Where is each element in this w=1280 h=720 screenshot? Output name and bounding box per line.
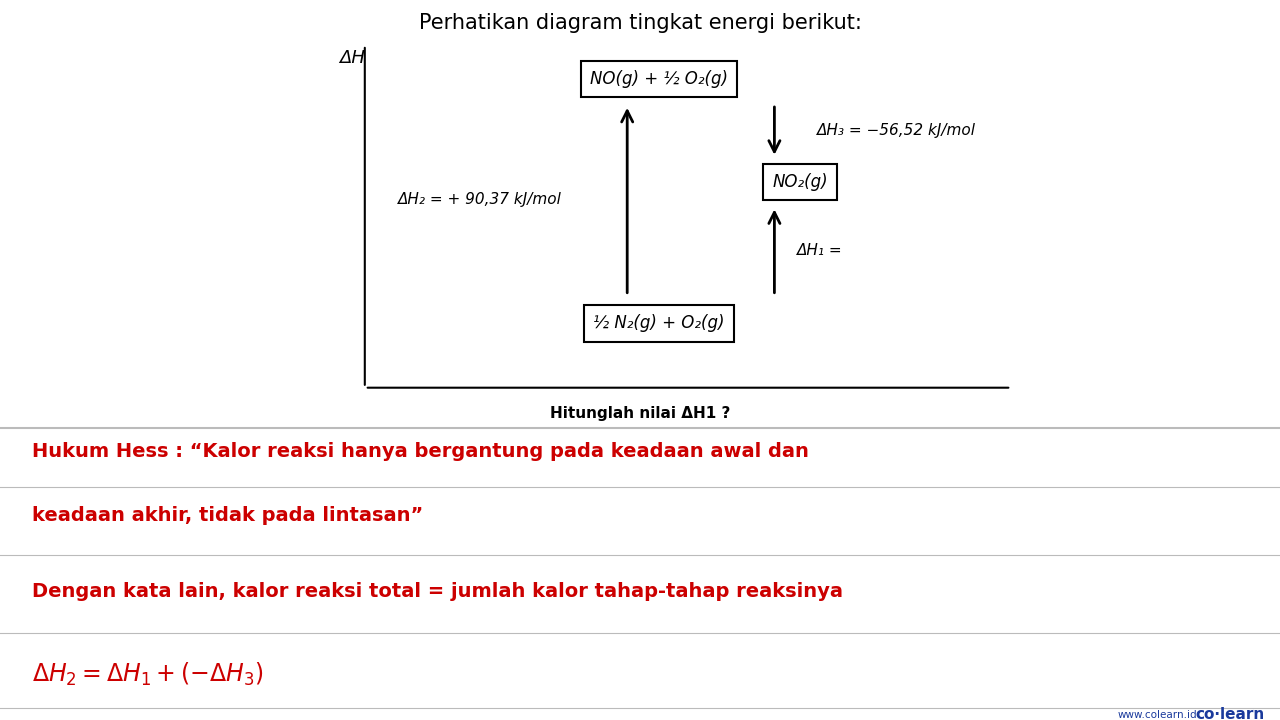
Text: co·learn: co·learn xyxy=(1196,707,1265,720)
Text: www.colearn.id: www.colearn.id xyxy=(1117,710,1197,720)
Text: Hitunglah nilai ΔH1 ?: Hitunglah nilai ΔH1 ? xyxy=(550,406,730,421)
Text: ΔH: ΔH xyxy=(339,49,365,67)
Text: ½ N₂(g) + O₂(g): ½ N₂(g) + O₂(g) xyxy=(594,315,724,333)
Text: Dengan kata lain, kalor reaksi total = jumlah kalor tahap-tahap reaksinya: Dengan kata lain, kalor reaksi total = j… xyxy=(32,582,844,601)
Text: keadaan akhir, tidak pada lintasan”: keadaan akhir, tidak pada lintasan” xyxy=(32,506,424,526)
Text: $\Delta H_2 = \Delta H_1 + (-\Delta H_3)$: $\Delta H_2 = \Delta H_1 + (-\Delta H_3)… xyxy=(32,661,264,688)
Text: Hukum Hess : “Kalor reaksi hanya bergantung pada keadaan awal dan: Hukum Hess : “Kalor reaksi hanya bergant… xyxy=(32,442,809,462)
Text: ΔH₂ = + 90,37 kJ/mol: ΔH₂ = + 90,37 kJ/mol xyxy=(398,192,562,207)
Text: NO₂(g): NO₂(g) xyxy=(772,173,828,191)
Text: ΔH₁ =: ΔH₁ = xyxy=(797,243,844,258)
Text: Perhatikan diagram tingkat energi berikut:: Perhatikan diagram tingkat energi beriku… xyxy=(419,13,861,33)
Text: ΔH₃ = −56,52 kJ/mol: ΔH₃ = −56,52 kJ/mol xyxy=(817,123,975,138)
Text: NO(g) + ½ O₂(g): NO(g) + ½ O₂(g) xyxy=(590,71,728,89)
